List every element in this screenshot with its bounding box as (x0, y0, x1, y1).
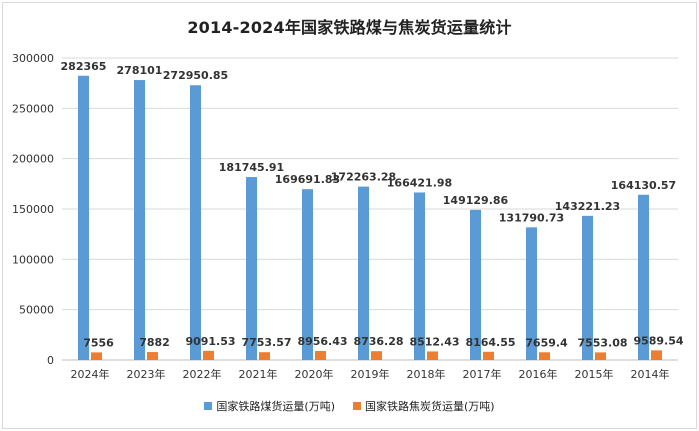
coal-bar (246, 177, 257, 360)
coke-bar (91, 352, 102, 360)
y-tick-label: 150000 (12, 203, 54, 216)
coal-bar (470, 209, 481, 360)
y-tick-label: 300000 (12, 52, 54, 65)
coke-data-label: 7882 (139, 336, 170, 349)
x-tick-label: 2016年 (519, 367, 558, 381)
coal-data-label: 164130.57 (611, 179, 676, 192)
x-tick-label: 2020年 (295, 367, 334, 381)
coal-bar (638, 194, 649, 360)
coal-bar (414, 192, 425, 360)
coal-data-label: 149129.86 (443, 194, 509, 207)
y-tick-label: 100000 (12, 253, 54, 266)
coke-data-label: 7659.4 (525, 336, 568, 349)
legend-item-coke: 国家铁路焦炭货运量(万吨) (353, 398, 495, 414)
coke-bar (203, 350, 214, 360)
coal-data-label: 131790.73 (499, 211, 564, 224)
chart-legend: 国家铁路煤货运量(万吨) 国家铁路焦炭货运量(万吨) (0, 398, 699, 414)
legend-swatch-coke (353, 402, 361, 410)
coke-bar (259, 352, 270, 360)
coke-bar (483, 351, 494, 360)
coke-data-label: 8956.43 (297, 335, 347, 348)
coal-data-label: 143221.23 (555, 200, 620, 213)
coke-bar (315, 350, 326, 360)
coal-bar (78, 75, 89, 360)
coal-bar (190, 85, 201, 360)
chart-title: 2014-2024年国家铁路煤与焦炭货运量统计 (187, 18, 512, 37)
x-tick-label: 2022年 (183, 367, 222, 381)
coal-bar (358, 186, 369, 360)
coal-data-label: 272950.85 (163, 69, 228, 82)
coke-data-label: 9589.54 (633, 334, 683, 347)
coal-data-label: 181745.91 (219, 161, 284, 174)
coke-bar (651, 350, 662, 360)
x-tick-label: 2017年 (463, 367, 502, 381)
legend-label-coal: 国家铁路煤货运量(万吨) (216, 400, 335, 413)
coal-bar (134, 80, 145, 361)
coke-bar (371, 351, 382, 360)
coal-data-label: 282365 (61, 60, 107, 73)
coke-data-label: 7753.57 (241, 336, 291, 349)
y-tick-label: 50000 (19, 304, 54, 317)
x-tick-label: 2018年 (407, 367, 446, 381)
coke-bar (427, 351, 438, 360)
legend-label-coke: 国家铁路焦炭货运量(万吨) (365, 400, 495, 413)
coke-data-label: 8736.28 (353, 335, 403, 348)
y-tick-label: 200000 (12, 153, 54, 166)
coal-bar (526, 227, 537, 360)
coke-data-label: 8164.55 (465, 336, 515, 349)
coke-bar (147, 352, 158, 360)
coke-data-label: 8512.43 (409, 335, 459, 348)
coal-bar (302, 189, 313, 360)
coal-data-label: 278101 (117, 64, 163, 77)
x-tick-label: 2023年 (127, 367, 166, 381)
coal-bar (582, 215, 593, 360)
x-tick-label: 2019年 (351, 367, 390, 381)
coke-bar (595, 352, 606, 360)
coke-data-label: 7553.08 (577, 336, 627, 349)
x-tick-label: 2024年 (71, 367, 110, 381)
coal-data-label: 169691.83 (275, 173, 340, 186)
x-tick-label: 2015年 (575, 367, 614, 381)
coke-data-label: 9091.53 (185, 335, 235, 348)
x-tick-label: 2021年 (239, 367, 278, 381)
x-tick-label: 2014年 (631, 367, 670, 381)
coke-data-label: 7556 (83, 336, 114, 349)
coke-bar (539, 352, 550, 360)
legend-item-coal: 国家铁路煤货运量(万吨) (204, 398, 335, 414)
coal-data-label: 166421.98 (387, 176, 452, 189)
coal-data-label: 172263.28 (331, 171, 396, 184)
legend-swatch-coal (204, 402, 213, 410)
y-tick-label: 0 (47, 354, 54, 367)
y-tick-label: 250000 (12, 102, 54, 115)
